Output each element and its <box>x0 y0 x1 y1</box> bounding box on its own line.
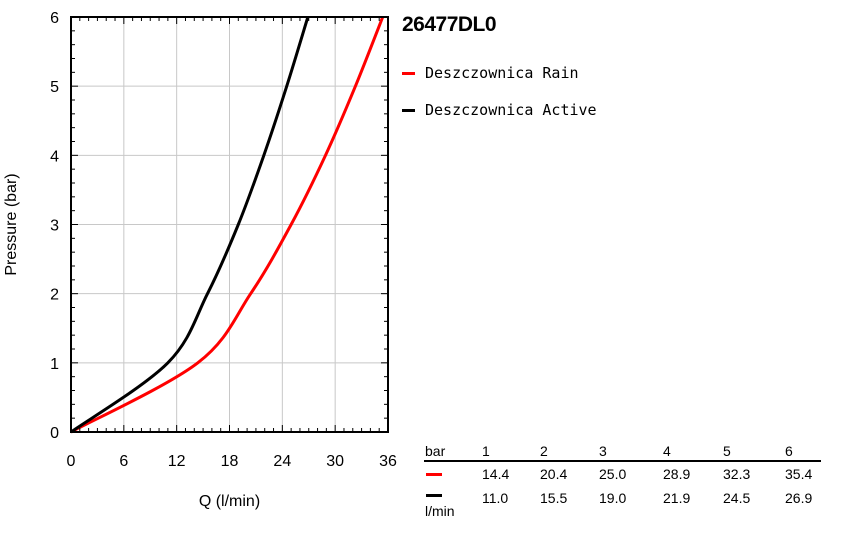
series-line-active <box>70 16 310 434</box>
series-lines <box>70 16 385 434</box>
table-cell: 26.9 <box>785 490 813 506</box>
table-cell: 28.9 <box>663 466 691 482</box>
table-header-bar: bar <box>425 443 446 459</box>
y-tick-label: 0 <box>50 425 59 442</box>
table-pressure-5: 5 <box>723 443 731 459</box>
table-cell: 35.4 <box>785 466 813 482</box>
y-tick-label: 5 <box>50 79 59 96</box>
table-pressure-6: 6 <box>785 443 793 459</box>
x-axis-label: Q (l/min) <box>199 493 260 510</box>
x-tick-label: 6 <box>119 453 128 470</box>
legend-item-rain: Deszczownica Rain <box>402 64 579 82</box>
legend-label-active: Deszczownica Active <box>425 101 597 119</box>
table-pressure-3: 3 <box>599 443 607 459</box>
table-cell: 25.0 <box>599 466 627 482</box>
table-cell: 11.0 <box>482 490 509 506</box>
y-tick-label: 2 <box>50 287 59 304</box>
table-cell: 32.3 <box>723 466 751 482</box>
table-cell: 15.5 <box>540 490 568 506</box>
table-pressure-4: 4 <box>663 443 671 459</box>
axis-ticks <box>70 16 389 433</box>
table-cell: 24.5 <box>723 490 751 506</box>
y-tick-label: 3 <box>50 218 59 235</box>
legend-swatch-rain <box>402 71 415 75</box>
legend-label-rain: Deszczownica Rain <box>425 64 579 82</box>
table-cell: 21.9 <box>663 490 691 506</box>
table-unit-label: l/min <box>425 503 455 519</box>
x-tick-label: 36 <box>379 453 397 470</box>
y-tick-label: 1 <box>50 356 59 373</box>
legend-item-active: Deszczownica Active <box>402 101 597 119</box>
y-tick-label: 4 <box>50 148 59 165</box>
x-tick-label: 24 <box>273 453 291 470</box>
series-line-rain <box>70 16 385 434</box>
table-header-rule <box>424 460 821 462</box>
y-axis-label: Pressure (bar) <box>3 173 20 275</box>
y-tick-label: 6 <box>50 10 59 27</box>
table-row-swatch-active <box>426 494 442 497</box>
x-tick-label: 0 <box>67 453 76 470</box>
table-row-swatch-rain <box>426 473 442 476</box>
x-tick-label: 30 <box>326 453 344 470</box>
table-pressure-1: 1 <box>482 443 490 459</box>
table-pressure-2: 2 <box>540 443 548 459</box>
table-cell: 20.4 <box>540 466 568 482</box>
table-cell: 19.0 <box>599 490 627 506</box>
table-cell: 14.4 <box>482 466 510 482</box>
x-tick-label: 18 <box>221 453 239 470</box>
chart-title: 26477DL0 <box>402 13 497 36</box>
legend-swatch-active <box>402 108 415 112</box>
x-tick-label: 12 <box>168 453 186 470</box>
grid-lines <box>71 17 388 432</box>
